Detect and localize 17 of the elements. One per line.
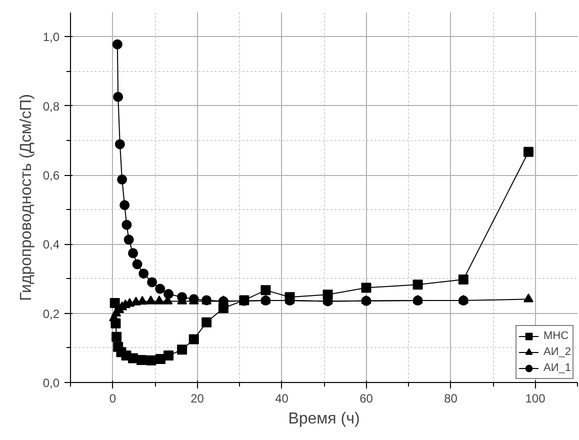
x-tick-label: 0 bbox=[109, 392, 116, 406]
x-axis-title: Время (ч) bbox=[288, 410, 360, 428]
y-tick-label: 0,8 bbox=[42, 99, 60, 114]
legend-label: АИ_1 bbox=[544, 361, 571, 376]
y-tick-label: 0,0 bbox=[42, 376, 60, 390]
y-axis-title: Гидропроводность (Дсм/сП) bbox=[18, 94, 35, 301]
x-tick-label: 80 bbox=[444, 392, 458, 406]
x-tick-label: 20 bbox=[190, 392, 204, 406]
y-tick-label: 0,2 bbox=[42, 306, 60, 321]
legend-label: МНС bbox=[544, 329, 569, 344]
y-tick-label: 1,0 bbox=[42, 30, 60, 44]
y-tick-label: 0,6 bbox=[42, 168, 60, 183]
legend-label: АИ_2 bbox=[544, 345, 571, 360]
x-tick-label: 100 bbox=[525, 392, 546, 406]
x-tick-label: 60 bbox=[360, 392, 374, 406]
x-tick-label: 40 bbox=[275, 392, 289, 406]
y-tick-label: 0,4 bbox=[42, 238, 60, 252]
